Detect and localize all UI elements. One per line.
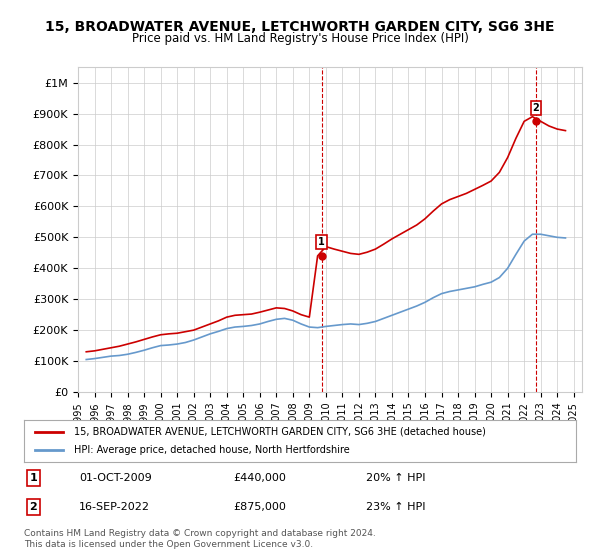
Text: HPI: Average price, detached house, North Hertfordshire: HPI: Average price, detached house, Nort… xyxy=(74,445,349,455)
Text: 1: 1 xyxy=(319,237,325,247)
Text: £440,000: £440,000 xyxy=(234,473,287,483)
Text: 15, BROADWATER AVENUE, LETCHWORTH GARDEN CITY, SG6 3HE (detached house): 15, BROADWATER AVENUE, LETCHWORTH GARDEN… xyxy=(74,427,485,437)
Text: 01-OCT-2009: 01-OCT-2009 xyxy=(79,473,152,483)
Text: 23% ↑ HPI: 23% ↑ HPI xyxy=(366,502,426,512)
Text: £875,000: £875,000 xyxy=(234,502,287,512)
Text: Price paid vs. HM Land Registry's House Price Index (HPI): Price paid vs. HM Land Registry's House … xyxy=(131,32,469,45)
Text: 1: 1 xyxy=(29,473,37,483)
Text: 2: 2 xyxy=(533,102,539,113)
Text: 16-SEP-2022: 16-SEP-2022 xyxy=(79,502,150,512)
Text: Contains HM Land Registry data © Crown copyright and database right 2024.
This d: Contains HM Land Registry data © Crown c… xyxy=(24,529,376,549)
Text: 2: 2 xyxy=(29,502,37,512)
Text: 20% ↑ HPI: 20% ↑ HPI xyxy=(366,473,426,483)
Text: 15, BROADWATER AVENUE, LETCHWORTH GARDEN CITY, SG6 3HE: 15, BROADWATER AVENUE, LETCHWORTH GARDEN… xyxy=(45,20,555,34)
